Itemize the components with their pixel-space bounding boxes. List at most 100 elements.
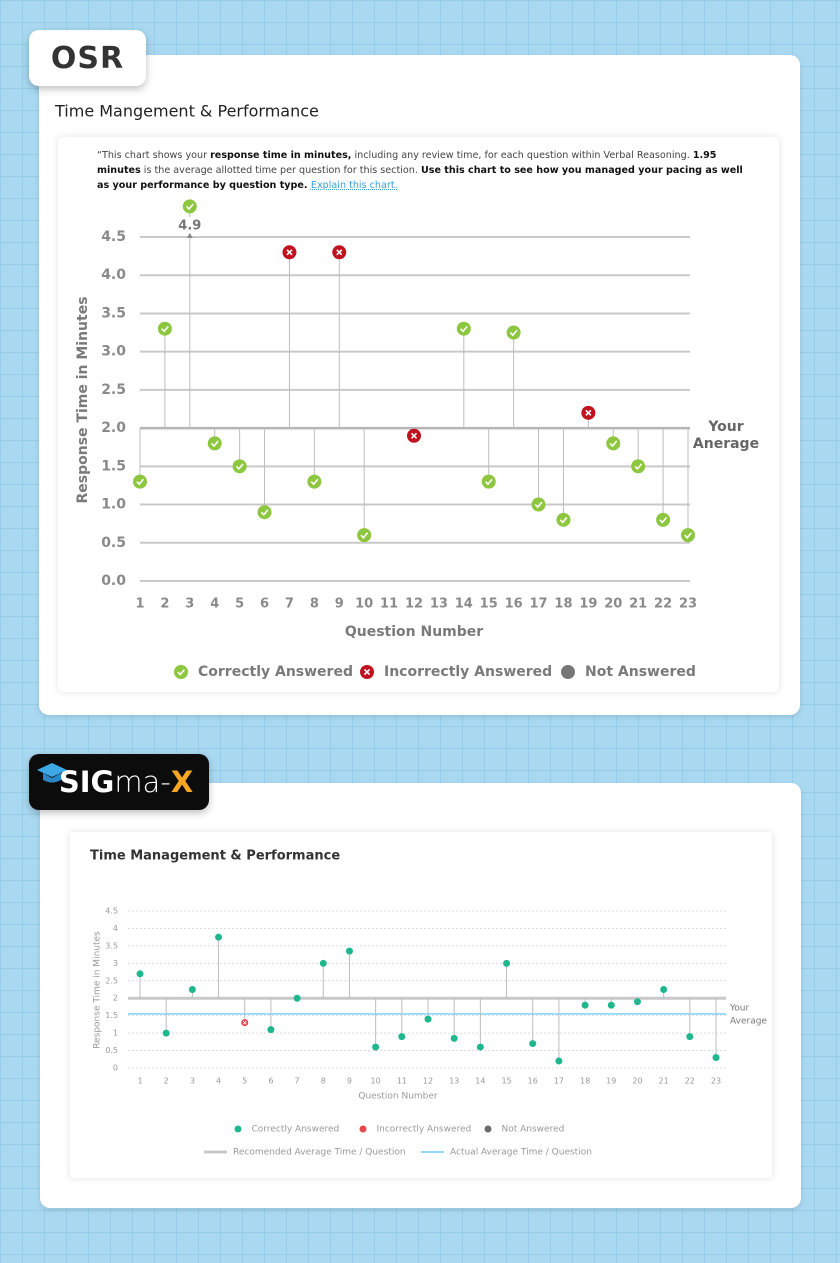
- legend-label: Not Answered: [502, 1125, 565, 1135]
- y-tick-label: 4.5: [105, 907, 118, 916]
- y-tick-label: 0.5: [101, 535, 126, 551]
- point-icon: [410, 432, 418, 439]
- chart-title: Time Mangement & Performance: [54, 102, 319, 121]
- x-tick-label: 21: [629, 597, 647, 612]
- point-icon: [559, 516, 568, 524]
- point-icon: [360, 532, 369, 539]
- point-icon: [186, 203, 194, 211]
- x-tick-label: 2: [160, 597, 169, 612]
- point: [157, 321, 172, 336]
- x-tick-label: 21: [659, 1077, 669, 1086]
- point: [503, 959, 511, 967]
- point: [556, 512, 571, 527]
- legend-label: Incorrectly Answered: [377, 1125, 472, 1135]
- point-icon: [609, 440, 618, 448]
- x-tick-label: 13: [449, 1077, 459, 1086]
- y-tick-label: 1: [113, 1029, 118, 1038]
- point: [267, 1026, 275, 1034]
- x-tick-label: 1: [135, 597, 144, 612]
- explain-link[interactable]: Explain this chart.: [310, 180, 398, 191]
- annotation-bg: [177, 217, 202, 235]
- point-icon: [210, 440, 219, 448]
- y-tick-label: 4: [113, 924, 118, 933]
- point: [372, 1043, 380, 1051]
- point-icon: [684, 532, 693, 539]
- legend-marker: [484, 1125, 492, 1133]
- point: [450, 1034, 458, 1042]
- x-tick-label: 23: [711, 1077, 721, 1086]
- point-icon: [585, 409, 592, 416]
- x-tick-label: 6: [268, 1077, 273, 1086]
- point: [357, 528, 372, 543]
- brand: SIGma-X: [59, 765, 193, 799]
- point: [162, 1029, 170, 1037]
- point: [345, 947, 353, 955]
- point: [207, 436, 222, 451]
- point: [257, 505, 272, 520]
- x-tick-label: 15: [480, 597, 498, 612]
- point-icon: [136, 478, 145, 486]
- point-icon: [534, 501, 543, 509]
- x-tick-label: 22: [654, 597, 672, 612]
- y-tick-label: 2.0: [101, 420, 126, 436]
- point-icon: [260, 509, 269, 517]
- point: [232, 459, 247, 474]
- y-tick-label: 3.0: [101, 344, 126, 360]
- point-icon: [235, 463, 244, 471]
- point: [215, 933, 223, 941]
- cap-icon: [37, 763, 67, 783]
- x-tick-label: 4: [210, 597, 219, 612]
- x-tick-label: 1: [137, 1077, 142, 1086]
- x-tick-label: 18: [554, 597, 572, 612]
- legend-label: Correctly Answered: [252, 1125, 340, 1135]
- y-tick-label: 0.5: [105, 1046, 118, 1055]
- x-axis-title: Question Number: [358, 1092, 438, 1102]
- chart-title: Time Management & Performance: [90, 849, 340, 864]
- point: [529, 1040, 537, 1048]
- y-tick-label: 1.0: [101, 497, 126, 513]
- point: [631, 459, 646, 474]
- point: [633, 998, 641, 1006]
- point: [607, 1001, 615, 1009]
- point: [506, 325, 521, 340]
- legend-marker: [359, 1125, 367, 1133]
- point-icon: [161, 325, 169, 333]
- y-tick-label: 4.0: [101, 267, 126, 283]
- x-tick-label: 15: [501, 1077, 511, 1086]
- x-tick-label: 4: [216, 1077, 221, 1086]
- x-tick-label: 17: [554, 1077, 564, 1086]
- point-icon: [509, 329, 518, 337]
- point: [481, 474, 496, 489]
- x-tick-label: 14: [455, 597, 473, 612]
- point: [424, 1015, 432, 1023]
- legend-marker: [561, 665, 575, 679]
- x-tick-label: 20: [632, 1077, 642, 1086]
- point: [293, 994, 301, 1002]
- x-tick-label: 22: [685, 1077, 695, 1086]
- point-icon: [659, 516, 668, 524]
- point-icon: [286, 249, 293, 256]
- x-tick-label: 17: [529, 597, 547, 612]
- legend-label: Recomended Average Time / Question: [233, 1148, 406, 1158]
- point: [188, 986, 196, 993]
- x-tick-label: 16: [505, 597, 523, 612]
- x-tick-label: 10: [371, 1077, 381, 1086]
- x-tick-label: 8: [310, 597, 319, 612]
- point: [660, 986, 668, 993]
- x-tick-label: 9: [347, 1077, 352, 1086]
- point-icon: [310, 478, 319, 486]
- point-icon: [336, 249, 343, 256]
- y-axis-title: Response Time in Minutes: [93, 931, 103, 1049]
- x-tick-label: 3: [185, 597, 194, 612]
- x-tick-label: 2: [164, 1077, 169, 1086]
- y-tick-label: 2.5: [101, 382, 126, 398]
- y-tick-label: 3.5: [101, 305, 126, 321]
- x-tick-label: 10: [355, 597, 373, 612]
- point: [686, 1033, 694, 1041]
- note-text: including any review time, for each ques…: [351, 150, 693, 161]
- y-tick-label: 1.5: [101, 458, 126, 474]
- x-tick-label: 9: [335, 597, 344, 612]
- x-tick-label: 3: [190, 1077, 195, 1086]
- sigma-tag: SIGma-X: [29, 754, 209, 810]
